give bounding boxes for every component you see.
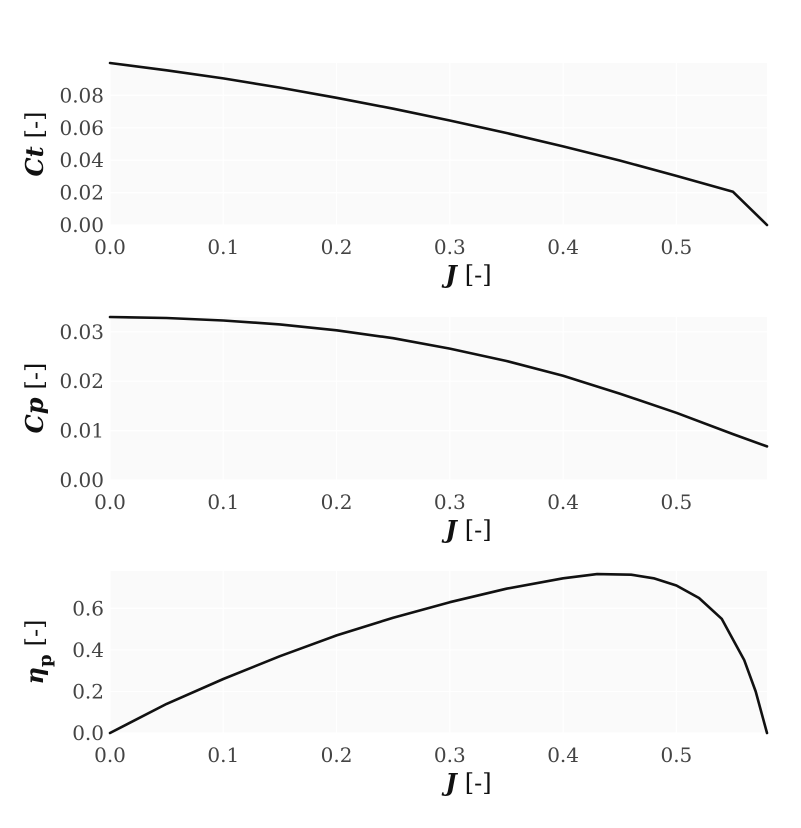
- y-tick-label: 0.02: [59, 181, 104, 205]
- plot-area: [110, 63, 767, 225]
- x-axis-label: J [-]: [441, 768, 491, 797]
- x-tick-label: 0.0: [94, 490, 126, 514]
- y-tick-label: 0.04: [59, 148, 104, 172]
- y-tick-label: 0.00: [59, 468, 104, 492]
- y-axis-variable: Cp: [20, 397, 49, 433]
- y-tick-label: 0.03: [59, 320, 104, 344]
- y-axis-unit: [-]: [21, 620, 49, 647]
- y-tick-label: 0.6: [72, 596, 104, 620]
- x-tick-label: 0.1: [207, 235, 239, 259]
- y-axis-label: Ct [-]: [20, 111, 49, 176]
- y-tick-label: 0.02: [59, 369, 104, 393]
- x-axis-label: J [-]: [441, 260, 491, 289]
- x-axis-variable: J: [441, 768, 458, 797]
- y-axis-variable: Ct: [20, 146, 49, 176]
- y-tick-label: 0.00: [59, 213, 104, 237]
- x-axis-unit: [-]: [465, 261, 492, 289]
- x-axis-variable: J: [441, 515, 458, 544]
- x-axis-variable: J: [441, 260, 458, 289]
- y-axis-label: Cp [-]: [20, 363, 49, 434]
- y-tick-label: 0.4: [72, 638, 104, 662]
- plot-area: [110, 317, 767, 480]
- y-tick-label: 0.08: [59, 83, 104, 107]
- x-tick-label: 0.2: [321, 235, 353, 259]
- x-tick-label: 0.5: [660, 743, 692, 767]
- chart-panel-1: 0.0 0.1 0.2 0.3 0.4 0.50.000.020.040.060.08J[…: [20, 61, 769, 289]
- x-tick-label: 0.1: [207, 490, 239, 514]
- x-tick-label: 0.5: [660, 490, 692, 514]
- x-tick-label: 0.3: [434, 490, 466, 514]
- x-tick-label: 0.2: [321, 743, 353, 767]
- y-axis-unit: [-]: [21, 363, 49, 390]
- y-tick-label: 0.01: [59, 419, 104, 443]
- x-tick-label: 0.0: [94, 743, 126, 767]
- x-tick-label: 0.1: [207, 743, 239, 767]
- x-tick-label: 0.4: [547, 235, 579, 259]
- y-axis-unit: [-]: [21, 111, 49, 138]
- y-tick-label: 0.0: [72, 721, 104, 745]
- y-axis-subscript: p: [35, 654, 56, 667]
- x-tick-label: 0.4: [547, 490, 579, 514]
- x-tick-label: 0.4: [547, 743, 579, 767]
- x-tick-label: 0.3: [434, 235, 466, 259]
- x-tick-label: 0.3: [434, 743, 466, 767]
- chart-panel-2: 0.0 0.1 0.2 0.3 0.4 0.50.000.010.020.03J [-]Cp…: [20, 315, 769, 544]
- chart-panel-3: 0.0 0.1 0.2 0.3 0.4 0.5 0.0 0.2 0.4 0.6 J [-] ηp [-]: [20, 571, 769, 797]
- y-tick-label: 0.06: [59, 116, 104, 140]
- x-axis-unit: [-]: [465, 516, 492, 544]
- x-tick-label: 0.0: [94, 235, 126, 259]
- plot-area: [110, 571, 767, 733]
- series-line: [108, 61, 769, 227]
- y-axis-label: ηp [-]: [20, 620, 56, 685]
- y-axis-variable: η: [20, 667, 49, 684]
- y-tick-label: 0.2: [72, 679, 104, 703]
- series-line: [108, 315, 769, 448]
- x-tick-label: 0.2: [321, 490, 353, 514]
- x-axis-label: J [-]: [441, 515, 491, 544]
- series-line: [108, 572, 769, 735]
- x-axis-unit: [-]: [465, 769, 492, 797]
- x-tick-label: 0.5: [660, 235, 692, 259]
